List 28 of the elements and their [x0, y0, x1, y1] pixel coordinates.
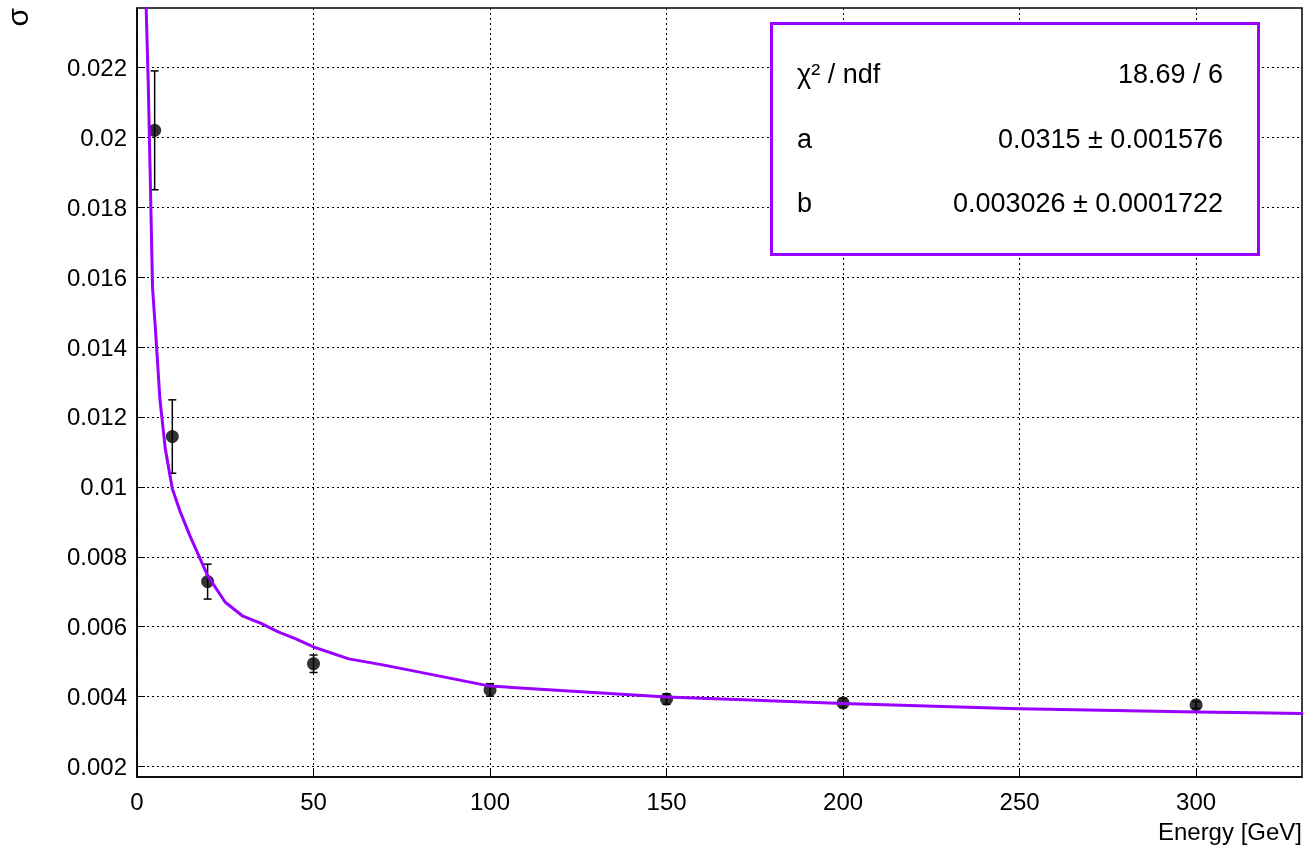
y-tick-label: 0.012 — [66, 403, 127, 431]
annotation: a — [797, 123, 814, 155]
annotation: b — [797, 188, 814, 220]
y-tick-label: 0.018 — [66, 193, 127, 221]
annotation: 18.69 / 6 — [1116, 58, 1223, 90]
y-tick-label: 0.01 — [80, 473, 127, 501]
annotation: χ² / ndf — [797, 58, 882, 90]
x-tick-label: 0 — [130, 787, 144, 815]
annotation: 0.003026 ± 0.0001722 — [951, 188, 1223, 220]
y-tick-label: 0.022 — [66, 53, 127, 81]
x-axis-title: Energy [GeV] — [1157, 817, 1302, 845]
y-tick-label: 0.004 — [66, 683, 127, 711]
point — [165, 430, 179, 444]
y-axis-title: σ — [0, 7, 34, 27]
y-tick-label: 0.002 — [66, 753, 127, 781]
y-tick-label: 0.016 — [66, 263, 127, 291]
y-tick-label: 0.014 — [66, 333, 127, 361]
x-tick-label: 300 — [1176, 787, 1217, 815]
x-tick-label: 200 — [823, 787, 864, 815]
x-tick-label: 100 — [470, 787, 511, 815]
y-tick-label: 0.02 — [80, 123, 127, 151]
annotation: 0.0315 ± 0.001576 — [996, 123, 1223, 155]
x-tick-label: 150 — [646, 787, 687, 815]
line-series — [144, 6, 1304, 715]
y-tick-label: 0.006 — [66, 613, 127, 641]
x-tick-label: 50 — [300, 787, 327, 815]
y-tick-label: 0.008 — [66, 543, 127, 571]
x-tick-label: 250 — [999, 787, 1040, 815]
